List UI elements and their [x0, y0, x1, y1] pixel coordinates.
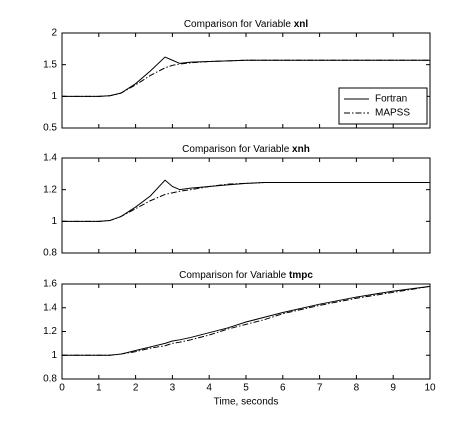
- legend-label: MAPSS: [375, 108, 410, 119]
- title-variable: tmpc: [289, 270, 313, 281]
- x-tick-label: 6: [280, 383, 286, 394]
- plot-area: [61, 157, 431, 254]
- y-tick-label: 1.4: [43, 153, 57, 164]
- chart-title: Comparison for Variable xnh: [182, 144, 310, 155]
- series-line: [62, 182, 430, 222]
- y-tick-label: 1.2: [43, 184, 57, 195]
- title-text: Comparison for Variable: [179, 270, 289, 281]
- title-text: Comparison for Variable: [184, 19, 294, 30]
- y-tick-label: 1: [51, 91, 57, 102]
- legend-label: Fortran: [375, 94, 407, 105]
- y-tick-label: 2: [51, 28, 57, 39]
- x-tick-label: 0: [59, 383, 65, 394]
- x-tick-label: 8: [354, 383, 360, 394]
- series-line: [62, 285, 431, 356]
- y-tick-label: 0.5: [43, 123, 57, 134]
- x-tick-label: 7: [317, 383, 323, 394]
- y-tick-label: 1: [51, 350, 57, 361]
- y-tick-label: 1: [51, 216, 57, 227]
- x-tick-label: 2: [133, 383, 139, 394]
- y-tick-label: 1.5: [43, 59, 57, 70]
- title-variable: xnh: [292, 144, 310, 155]
- y-tick-label: 0.8: [43, 374, 57, 385]
- y-tick-label: 1.4: [43, 302, 57, 313]
- x-tick-label: 10: [424, 383, 436, 394]
- x-tick-label: 3: [170, 383, 176, 394]
- plot-area: [61, 283, 431, 380]
- legend: [338, 87, 428, 125]
- x-axis-label: Time, seconds: [214, 397, 279, 408]
- x-tick-label: 5: [243, 383, 249, 394]
- y-tick-label: 1.2: [43, 326, 57, 337]
- chart-title: Comparison for Variable tmpc: [179, 270, 313, 281]
- series-line: [62, 59, 430, 97]
- chart-title: Comparison for Variable xnl: [184, 19, 309, 30]
- title-text: Comparison for Variable: [182, 144, 292, 155]
- x-tick-label: 1: [96, 383, 102, 394]
- title-variable: xnl: [294, 19, 309, 30]
- x-tick-label: 4: [206, 383, 212, 394]
- y-tick-label: 0.8: [43, 248, 57, 259]
- x-tick-label: 9: [390, 383, 396, 394]
- y-tick-label: 1.6: [43, 279, 57, 290]
